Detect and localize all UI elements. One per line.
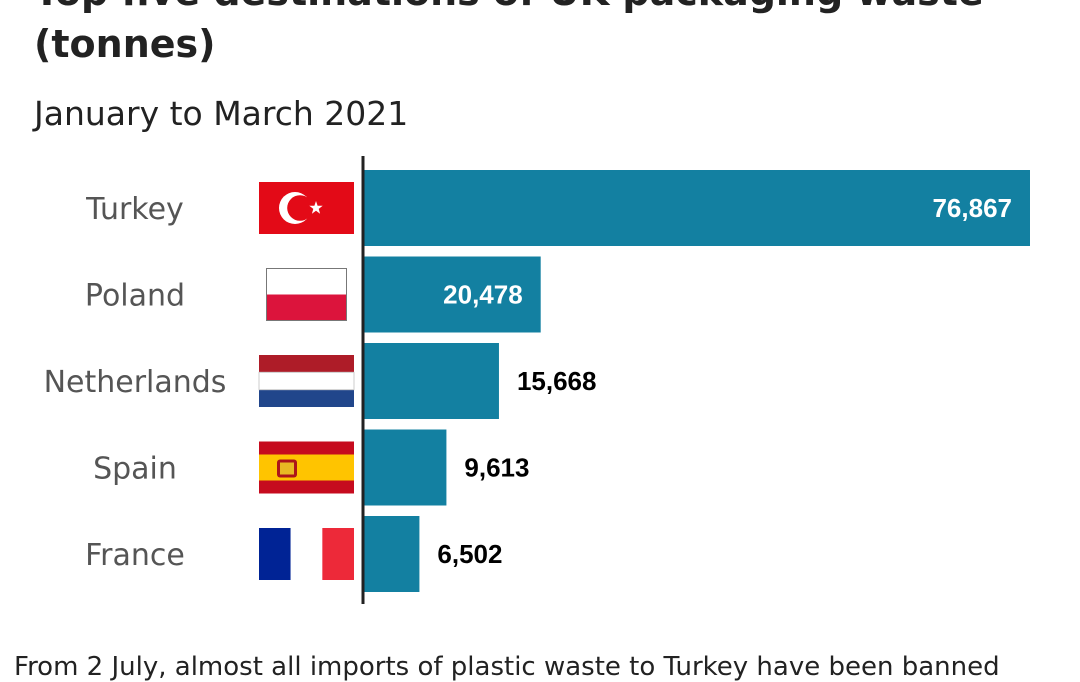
bar [363, 516, 420, 592]
data-label: 6,502 [437, 539, 502, 569]
data-label: 9,613 [464, 453, 529, 483]
france-flag-icon [259, 528, 354, 580]
bar-chart: Turkey 76,867 Poland 20,478 Netherlands 15,66… [44, 156, 1030, 604]
bar [363, 170, 1030, 246]
category-label: France [85, 538, 185, 573]
category-label: Poland [85, 279, 185, 314]
data-label: 15,668 [517, 366, 597, 396]
data-label: 20,478 [443, 280, 523, 310]
bar [363, 343, 499, 419]
spain-flag-icon [259, 441, 354, 494]
category-label: Spain [93, 452, 177, 487]
category-label: Turkey [85, 192, 184, 227]
chart-subtitle: January to March 2021 [34, 94, 409, 133]
footnote: From 2 July, almost all imports of plast… [14, 652, 1000, 682]
bar [363, 429, 447, 506]
chart-title: Top five destinations of UK packaging wa… [34, 0, 984, 66]
poland-flag-icon [266, 268, 347, 321]
turkey-flag-icon [259, 182, 354, 234]
data-label: 76,867 [932, 193, 1012, 223]
netherlands-flag-icon [258, 355, 355, 407]
category-label: Netherlands [44, 365, 227, 400]
bar [363, 256, 541, 333]
